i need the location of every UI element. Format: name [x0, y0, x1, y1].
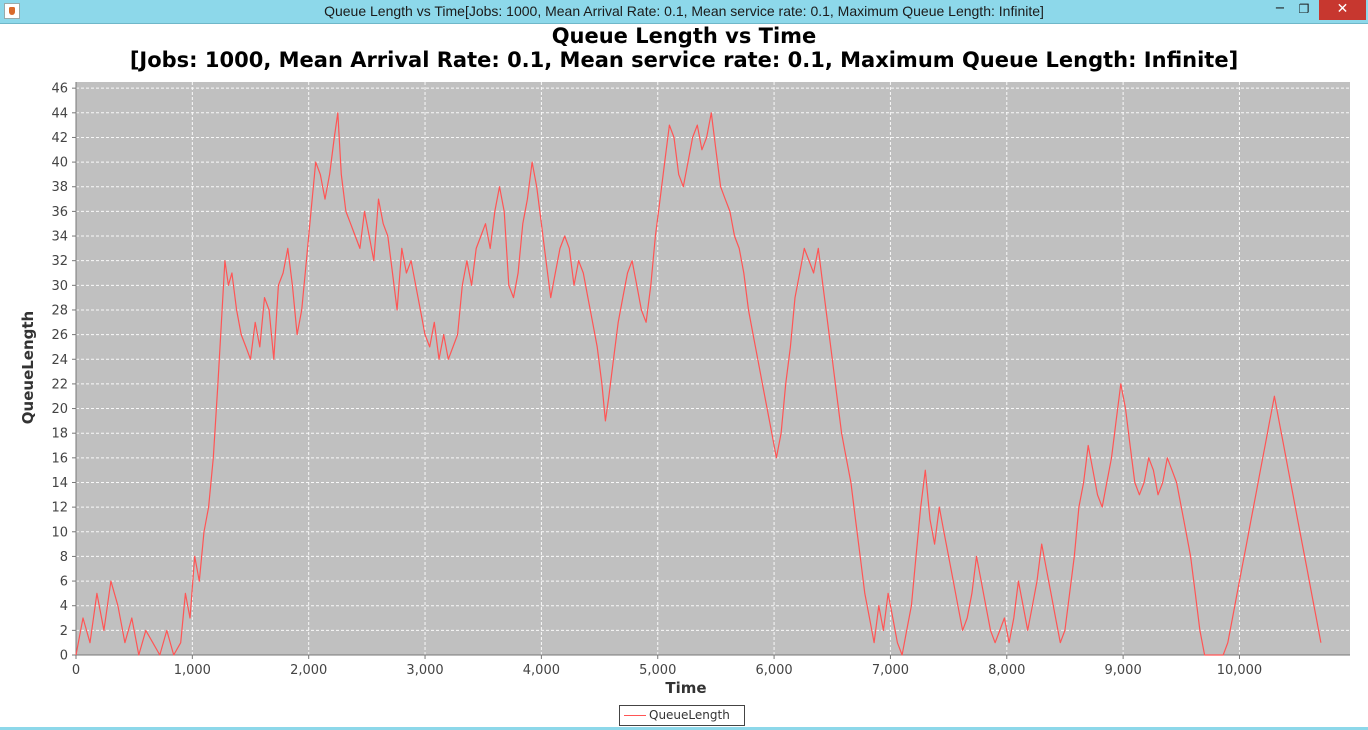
y-tick-label: 44	[51, 106, 68, 121]
y-tick-label: 46	[51, 82, 68, 97]
close-button[interactable]: ✕	[1319, 0, 1366, 20]
y-tick-label: 32	[51, 254, 68, 269]
java-app-icon	[4, 3, 20, 19]
y-tick-label: 34	[51, 230, 68, 245]
y-tick-label: 14	[51, 476, 68, 491]
window-bottom-edge	[0, 727, 1368, 730]
plot-area	[76, 82, 1350, 655]
y-axis-label: QueueLength	[19, 311, 37, 424]
legend-label-queuelength: QueueLength	[649, 708, 730, 722]
y-tick-label: 40	[51, 156, 68, 171]
x-tick-label: 10,000	[1217, 663, 1263, 678]
x-tick-label: 4,000	[523, 663, 560, 678]
x-tick-label: 5,000	[639, 663, 676, 678]
legend-swatch-queuelength	[624, 715, 646, 716]
y-tick-label: 2	[60, 624, 68, 639]
chart-subtitle: [Jobs: 1000, Mean Arrival Rate: 0.1, Mea…	[129, 48, 1239, 72]
x-tick-label: 2,000	[290, 663, 327, 678]
minimize-button[interactable]: −	[1274, 1, 1286, 16]
y-tick-label: 20	[51, 402, 68, 417]
y-tick-label: 36	[51, 205, 68, 220]
y-tick-label: 38	[51, 180, 68, 195]
x-axis-label: Time	[665, 679, 706, 697]
x-tick-label: 7,000	[872, 663, 909, 678]
y-tick-label: 10	[51, 525, 68, 540]
y-tick-label: 42	[51, 131, 68, 146]
y-tick-label: 30	[51, 279, 68, 294]
y-tick-label: 8	[60, 550, 68, 565]
window-title: Queue Length vs Time[Jobs: 1000, Mean Ar…	[324, 3, 1044, 19]
x-tick-label: 1,000	[174, 663, 211, 678]
series-line-queuelength	[75, 112, 1322, 656]
y-tick-label: 22	[51, 377, 68, 392]
axis-ticks: 0246810121416182022242628303234363840424…	[51, 82, 1262, 678]
chart-legend: QueueLength	[619, 705, 745, 726]
y-tick-label: 18	[51, 427, 68, 442]
y-tick-label: 0	[60, 649, 68, 664]
window-titlebar: Queue Length vs Time[Jobs: 1000, Mean Ar…	[0, 0, 1368, 24]
y-tick-label: 26	[51, 328, 68, 343]
x-tick-label: 8,000	[988, 663, 1025, 678]
x-tick-label: 3,000	[406, 663, 443, 678]
y-tick-label: 28	[51, 303, 68, 318]
chart-title: Queue Length vs Time	[551, 24, 817, 48]
y-tick-label: 12	[51, 501, 68, 516]
x-tick-label: 0	[72, 663, 80, 678]
restore-button[interactable]: ❐	[1298, 2, 1310, 16]
y-tick-label: 24	[51, 353, 68, 368]
y-tick-label: 16	[51, 451, 68, 466]
y-tick-label: 4	[60, 599, 68, 614]
x-tick-label: 9,000	[1105, 663, 1142, 678]
x-tick-label: 6,000	[755, 663, 792, 678]
y-tick-label: 6	[60, 575, 68, 590]
